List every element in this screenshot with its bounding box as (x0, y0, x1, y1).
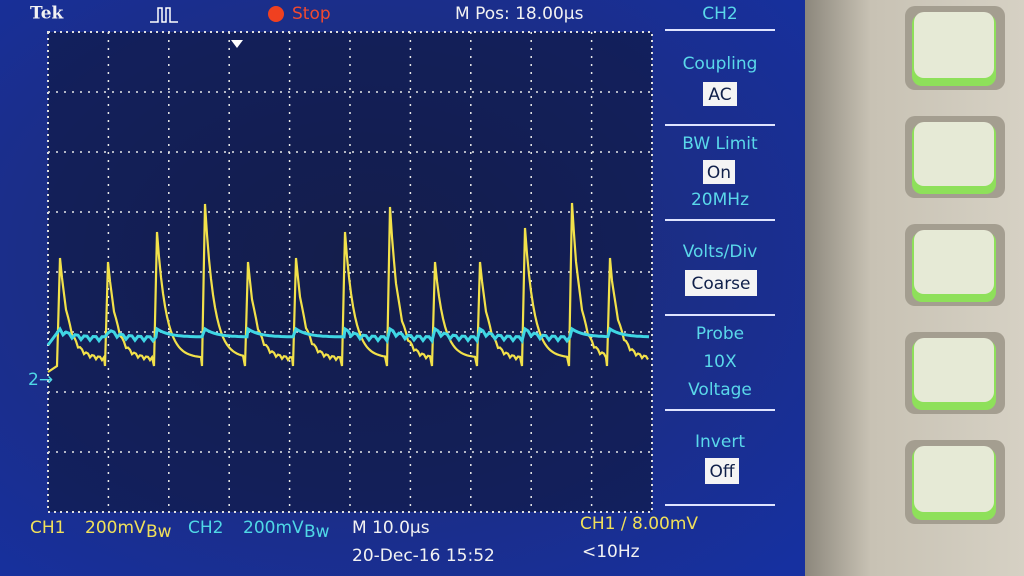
menu-button[interactable] (914, 230, 994, 294)
menu-value[interactable]: Coarse (692, 274, 751, 294)
menu-value-box (703, 160, 735, 184)
ch2-label: CH2 (188, 518, 223, 538)
brand: Tek (30, 4, 65, 24)
acq-icon (150, 7, 178, 23)
menu-button[interactable] (914, 12, 994, 78)
timebase: M 10.0µs (352, 518, 430, 538)
run-status: Stop (292, 4, 331, 24)
menu-extra: Voltage (688, 380, 752, 400)
ch2-scale: 200mV (243, 518, 304, 538)
ch2-trace (46, 326, 650, 346)
trigger-frequency: <10Hz (582, 542, 640, 562)
menu-extra: 20MHz (691, 190, 749, 210)
menu-label: Probe (696, 324, 744, 344)
ch1-trace (47, 202, 649, 373)
menu-buttons (905, 6, 1005, 524)
menu-value[interactable]: On (707, 163, 731, 183)
graticule-border (47, 31, 653, 513)
menu-value[interactable]: 10X (703, 352, 737, 372)
graticule (48, 32, 652, 512)
menu-button[interactable] (914, 338, 994, 402)
menu-value-box (703, 82, 737, 106)
menu-label: Coupling (683, 54, 758, 74)
date-time: 20-Dec-16 15:52 (352, 546, 495, 566)
position: M Pos: 18.00µs (455, 4, 584, 24)
ch1-scale: 200mV (85, 518, 146, 538)
side-menu (665, 29, 775, 506)
menu-value[interactable]: Off (709, 462, 735, 482)
menu-label: Volts/Div (683, 242, 758, 262)
ch1-bw: Bw (146, 522, 172, 542)
stop-icon (268, 6, 284, 22)
menu-value[interactable]: AC (708, 85, 731, 105)
menu-label: Invert (695, 432, 745, 452)
menu-channel: CH2 (702, 4, 737, 24)
menu-button[interactable] (914, 446, 994, 512)
ch1-label: CH1 (30, 518, 65, 538)
trigger-level: CH1 ∕ 8.00mV (580, 514, 698, 534)
menu-label: BW Limit (682, 134, 758, 154)
menu-value-box (705, 458, 739, 484)
ch2-marker: 2→ (28, 370, 53, 390)
ch2-bw: Bw (304, 522, 330, 542)
menu-button[interactable] (914, 122, 994, 186)
trigger-marker (231, 40, 243, 48)
menu-value-box (685, 270, 757, 296)
